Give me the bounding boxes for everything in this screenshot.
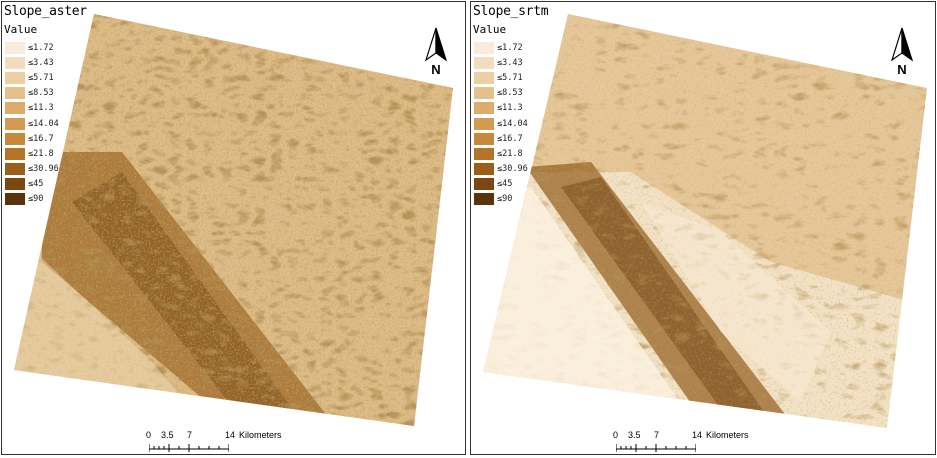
legend-swatch xyxy=(474,193,494,206)
legend-item: ≤45 xyxy=(5,177,59,192)
legend-label: ≤5.71 xyxy=(497,72,523,83)
legend-swatch xyxy=(5,178,25,191)
legend-swatch xyxy=(5,193,25,206)
scale-tick-label: 14 xyxy=(225,430,236,440)
legend-label: ≤16.7 xyxy=(28,133,54,144)
legend-swatch xyxy=(5,147,25,160)
legend-label: ≤14.04 xyxy=(28,118,59,129)
scale-unit: Kilometers xyxy=(706,430,749,440)
scale-tick-label: 3.5 xyxy=(628,430,641,440)
legend-swatch xyxy=(474,132,494,145)
legend-item: ≤5.71 xyxy=(474,70,528,85)
legend-swatch xyxy=(474,102,494,115)
slope-raster-srtm xyxy=(483,14,927,428)
legend-swatch xyxy=(5,56,25,69)
legend-item: ≤21.8 xyxy=(5,146,59,161)
legend-item: ≤5.71 xyxy=(5,70,59,85)
legend-item: ≤30.96 xyxy=(5,162,59,177)
legend-swatch xyxy=(474,56,494,69)
map-title: Slope_srtm xyxy=(473,4,549,19)
legend-item: ≤30.96 xyxy=(474,162,528,177)
legend-item: ≤14.04 xyxy=(474,116,528,131)
north-arrow-icon: N xyxy=(424,27,448,77)
legend-label: ≤5.71 xyxy=(28,72,54,83)
legend-swatch xyxy=(474,117,494,130)
legend-label: ≤21.8 xyxy=(28,148,54,159)
legend-item: ≤21.8 xyxy=(474,146,528,161)
scale-bar: 0 3.5 7 14 Kilometers xyxy=(613,430,749,454)
scale-tick-label: 0 xyxy=(146,430,152,440)
scale-line xyxy=(616,444,696,452)
legend: ≤1.72 ≤3.43 ≤5.71 ≤8.53 ≤11.3 ≤14.04 ≤16… xyxy=(5,40,59,207)
legend-label: ≤90 xyxy=(28,194,44,205)
legend-swatch xyxy=(5,132,25,145)
map-panel-srtm: Slope_srtm Value ≤1.72 ≤3.43 ≤5.71 ≤8.53… xyxy=(470,1,936,455)
legend-label: ≤45 xyxy=(28,179,44,190)
legend-item: ≤45 xyxy=(474,177,528,192)
map-panel-aster: Slope_aster Value ≤1.72 ≤3.43 ≤5.71 ≤8.5… xyxy=(1,1,466,455)
legend-label: ≤3.43 xyxy=(497,57,523,68)
legend: ≤1.72 ≤3.43 ≤5.71 ≤8.53 ≤11.3 ≤14.04 ≤16… xyxy=(474,40,528,207)
legend-swatch xyxy=(5,163,25,176)
legend-label: ≤1.72 xyxy=(28,42,54,53)
legend-label: ≤1.72 xyxy=(497,42,523,53)
legend-item: ≤11.3 xyxy=(474,101,528,116)
legend-swatch xyxy=(5,71,25,84)
north-label: N xyxy=(431,62,440,77)
legend-label: ≤14.04 xyxy=(497,118,528,129)
legend-item: ≤8.53 xyxy=(5,86,59,101)
legend-swatch xyxy=(5,87,25,100)
scale-bar: 0 3.5 7 14 Kilometers xyxy=(146,430,282,454)
legend-swatch xyxy=(474,147,494,160)
scale-tick-label: 7 xyxy=(654,430,660,440)
legend-heading: Value xyxy=(473,23,507,36)
legend-item: ≤1.72 xyxy=(5,40,59,55)
legend-label: ≤30.96 xyxy=(497,164,528,175)
legend-item: ≤3.43 xyxy=(474,55,528,70)
legend-label: ≤90 xyxy=(497,194,513,205)
scale-tick-label: 3.5 xyxy=(161,430,174,440)
legend-swatch xyxy=(474,41,494,54)
slope-raster-aster xyxy=(14,14,453,426)
legend-label: ≤45 xyxy=(497,179,513,190)
legend-swatch xyxy=(474,87,494,100)
legend-item: ≤3.43 xyxy=(5,55,59,70)
legend-item: ≤16.7 xyxy=(5,131,59,146)
scale-tick-label: 0 xyxy=(613,430,619,440)
legend-label: ≤8.53 xyxy=(497,88,523,99)
legend-item: ≤8.53 xyxy=(474,86,528,101)
north-label: N xyxy=(897,62,906,77)
legend-item: ≤14.04 xyxy=(5,116,59,131)
scale-unit: Kilometers xyxy=(239,430,282,440)
legend-label: ≤21.8 xyxy=(497,148,523,159)
legend-swatch xyxy=(5,102,25,115)
scale-tick-label: 14 xyxy=(692,430,703,440)
legend-heading: Value xyxy=(4,23,38,36)
legend-swatch xyxy=(474,178,494,191)
north-arrow-icon: N xyxy=(890,27,914,77)
map-title: Slope_aster xyxy=(4,4,87,19)
legend-label: ≤8.53 xyxy=(28,88,54,99)
legend-swatch xyxy=(5,41,25,54)
legend-item: ≤11.3 xyxy=(5,101,59,116)
legend-label: ≤16.7 xyxy=(497,133,523,144)
scale-tick-label: 7 xyxy=(187,430,193,440)
legend-label: ≤3.43 xyxy=(28,57,54,68)
legend-label: ≤11.3 xyxy=(497,103,523,114)
legend-label: ≤11.3 xyxy=(28,103,54,114)
legend-swatch xyxy=(5,117,25,130)
legend-item: ≤90 xyxy=(474,192,528,207)
legend-swatch xyxy=(474,163,494,176)
legend-item: ≤90 xyxy=(5,192,59,207)
legend-label: ≤30.96 xyxy=(28,164,59,175)
scale-line xyxy=(149,444,229,452)
legend-item: ≤1.72 xyxy=(474,40,528,55)
legend-item: ≤16.7 xyxy=(474,131,528,146)
legend-swatch xyxy=(474,71,494,84)
